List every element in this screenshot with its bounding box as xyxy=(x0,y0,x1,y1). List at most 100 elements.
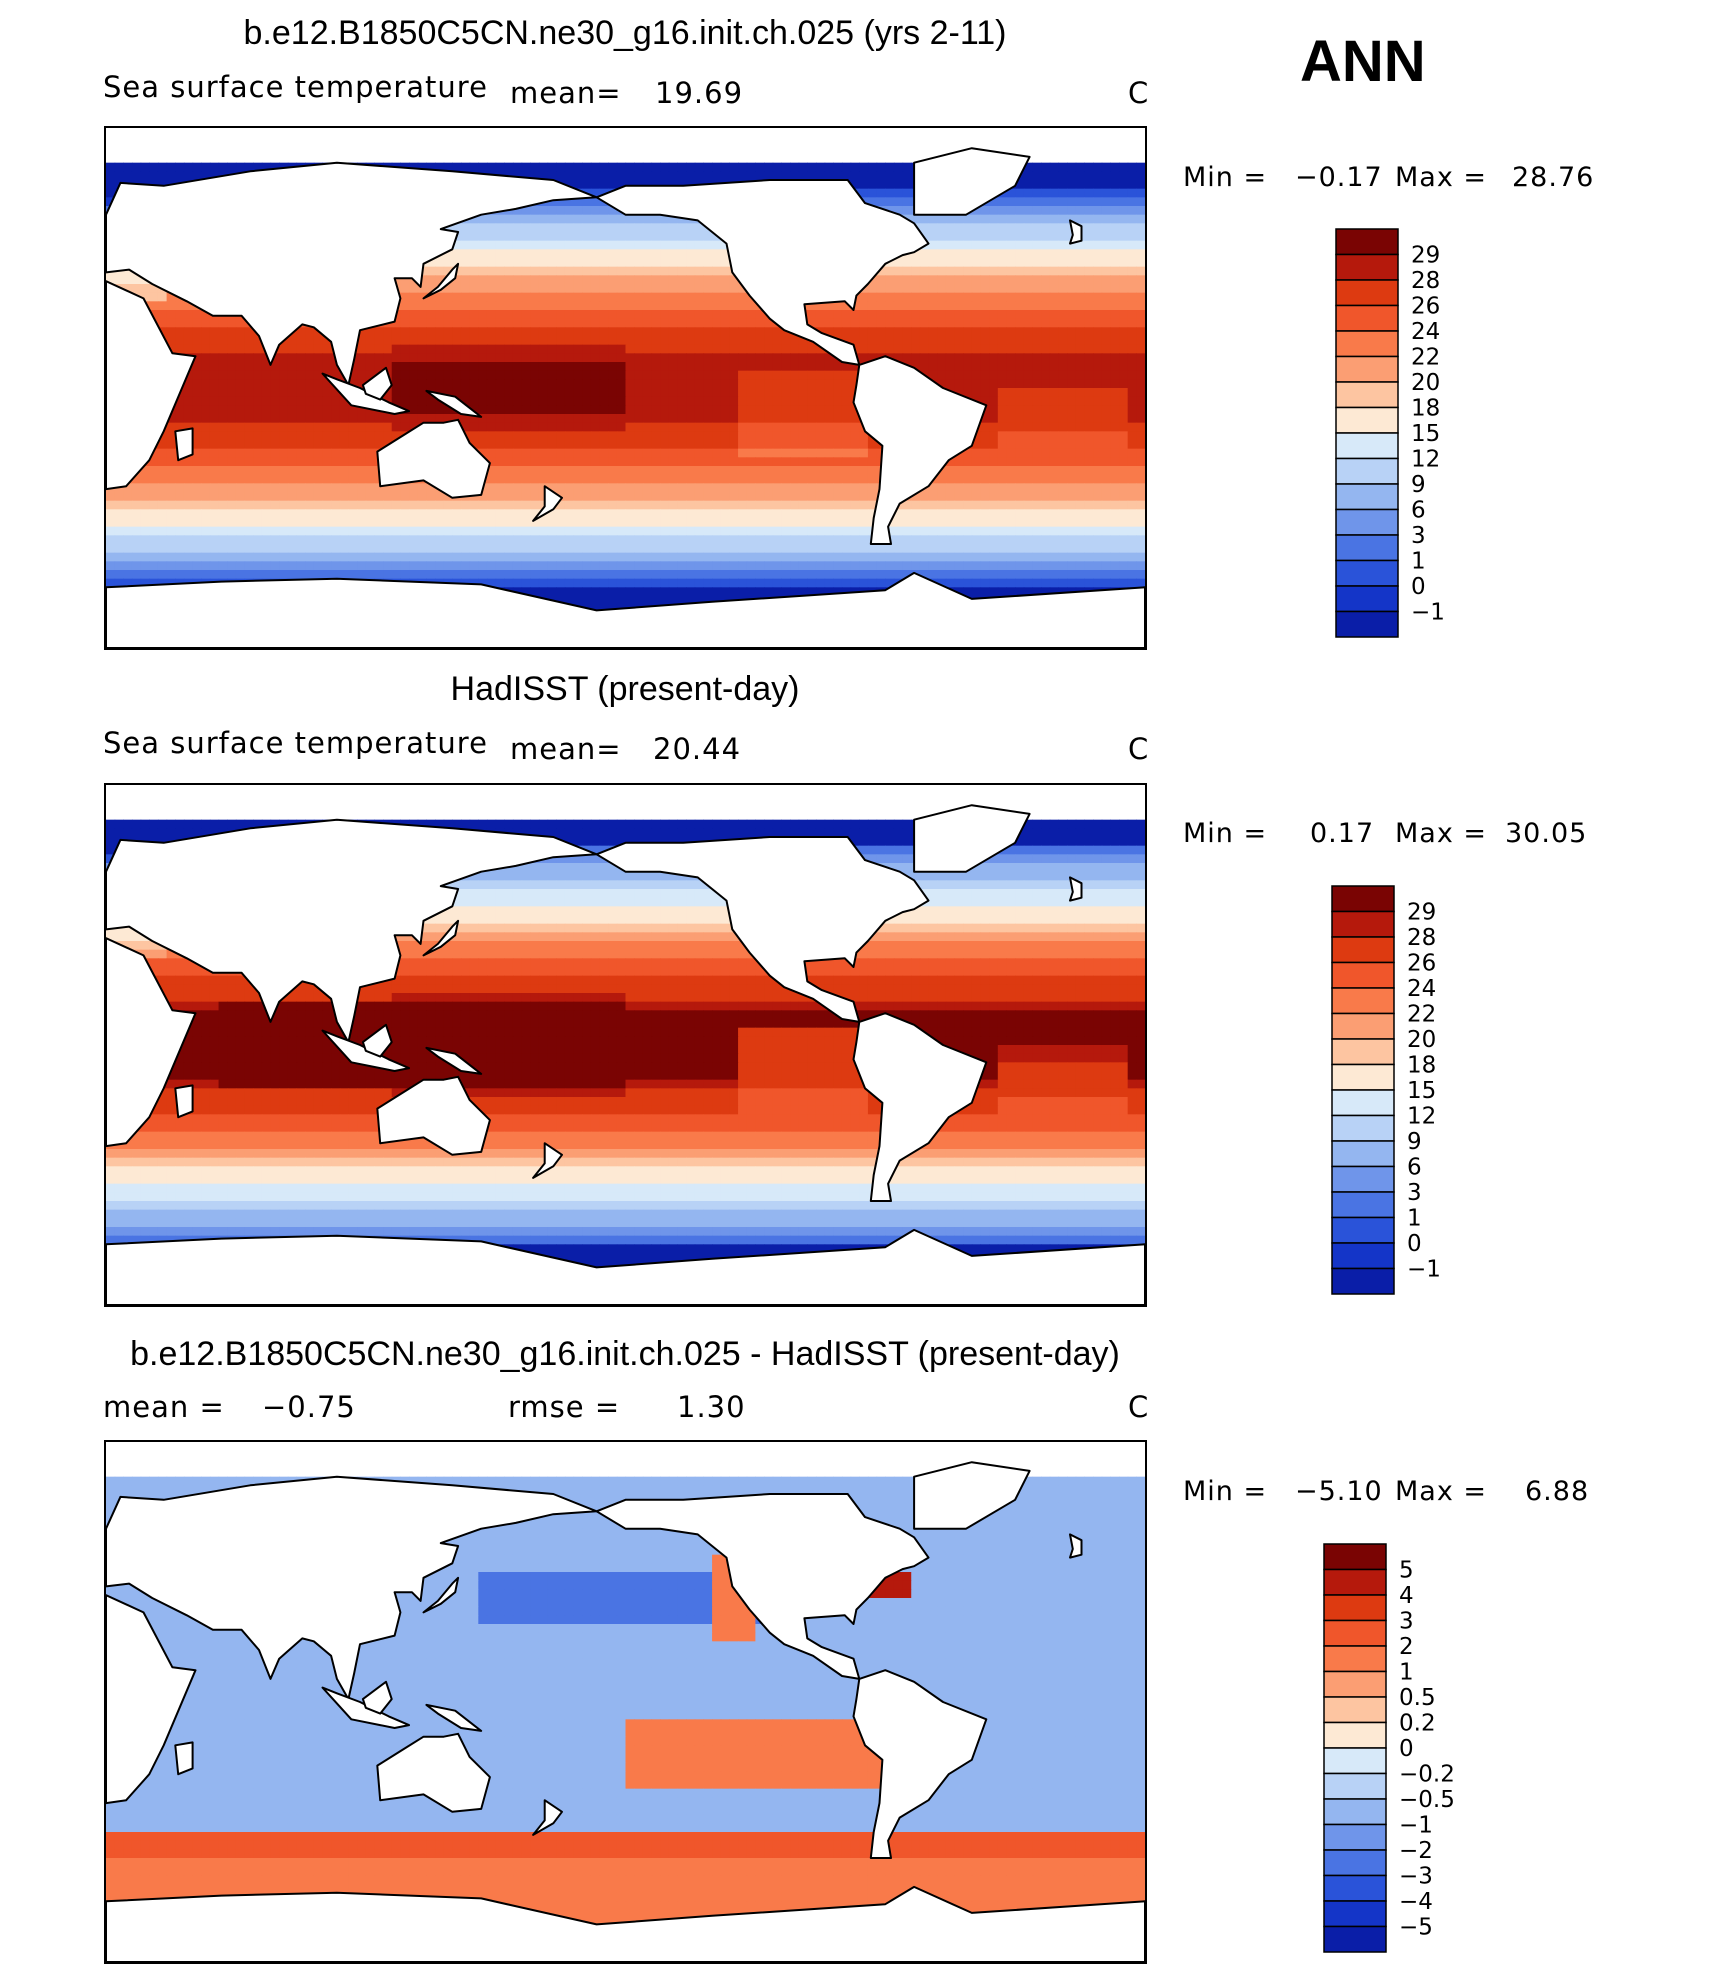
panel3-rmse-value: 1.30 xyxy=(677,1390,746,1424)
colorbar-box xyxy=(1323,1798,1387,1826)
colorbar-tick-label: 29 xyxy=(1407,900,1436,926)
colorbar-tick-label: 6 xyxy=(1407,1155,1422,1181)
colorbar-tick-label: 15 xyxy=(1411,421,1440,447)
panel3-max-value: 6.88 xyxy=(1525,1476,1589,1507)
landmass-africa xyxy=(106,937,197,1148)
colorbar-tick-label: 28 xyxy=(1411,268,1440,294)
colorbar-box xyxy=(1323,1849,1387,1877)
colorbar-tick-label: 0.2 xyxy=(1399,1711,1436,1737)
colorbar-box xyxy=(1323,1594,1387,1622)
colorbar-tick-label: 4 xyxy=(1399,1583,1414,1609)
colorbar-box xyxy=(1335,432,1399,460)
colorbar-tick-label: −0.2 xyxy=(1399,1762,1455,1788)
panel2-units: C xyxy=(1128,732,1149,766)
landmass-samerica xyxy=(852,355,988,545)
colorbar-box xyxy=(1331,1063,1395,1091)
colorbar-tick-label: −2 xyxy=(1399,1838,1433,1864)
landmass-namerica xyxy=(595,179,930,366)
panel2-min-value: 0.17 xyxy=(1310,818,1374,849)
colorbar-box xyxy=(1323,1721,1387,1749)
landmass-greenland xyxy=(913,1461,1031,1530)
panel1-min-label: Min = xyxy=(1183,162,1267,193)
colorbar-box xyxy=(1331,936,1395,964)
colorbar-box xyxy=(1323,1747,1387,1775)
landmass-madagascar xyxy=(174,1741,194,1776)
colorbar-box xyxy=(1323,1696,1387,1724)
landmass-borneo xyxy=(361,1680,393,1715)
landmass-borneo xyxy=(361,366,393,401)
colorbar-tick-label: 1 xyxy=(1411,549,1426,575)
landmass-australia xyxy=(376,418,491,499)
colorbar-box xyxy=(1331,1012,1395,1040)
landmass-newguinea xyxy=(425,1046,483,1075)
colorbar-tick-label: 15 xyxy=(1407,1078,1436,1104)
panel1-max-value: 28.76 xyxy=(1512,162,1594,193)
panel2-mean-value: 20.44 xyxy=(653,732,741,766)
panel1-max-label: Max = xyxy=(1395,162,1487,193)
panel2-min-label: Min = xyxy=(1183,818,1267,849)
colorbar-box xyxy=(1335,381,1399,409)
panel3-mean-label: mean = xyxy=(103,1390,225,1424)
colorbar-tick-label: 24 xyxy=(1407,976,1436,1002)
landmass-africa xyxy=(106,1594,197,1805)
colorbar-box xyxy=(1323,1645,1387,1673)
landmass-borneo xyxy=(361,1023,393,1058)
landmass-japan xyxy=(422,262,460,300)
colorbar-box xyxy=(1323,1823,1387,1851)
panel1-mean-value: 19.69 xyxy=(655,76,743,110)
colorbar-box xyxy=(1335,534,1399,562)
colorbar-box xyxy=(1331,1165,1395,1193)
colorbar-tick-label: −1 xyxy=(1407,1257,1441,1283)
landmass-namerica xyxy=(595,836,930,1023)
colorbar-box xyxy=(1331,961,1395,989)
panel2-map xyxy=(104,783,1147,1307)
landmass-uk xyxy=(1069,876,1083,902)
colorbar-tick-label: −0.5 xyxy=(1399,1787,1455,1813)
landmass-samerica xyxy=(852,1669,988,1859)
colorbar-tick-label: 26 xyxy=(1411,294,1440,320)
colorbar-box xyxy=(1331,1216,1395,1244)
colorbar-box xyxy=(1331,1191,1395,1219)
landmass-newguinea xyxy=(425,389,483,418)
panel3-title: b.e12.B1850C5CN.ne30_g16.init.ch.025 - H… xyxy=(105,1335,1145,1374)
panel2-max-label: Max = xyxy=(1395,818,1487,849)
colorbar-box xyxy=(1335,457,1399,485)
colorbar-box xyxy=(1331,1038,1395,1066)
panel3-rmse-label: rmse = xyxy=(508,1390,620,1424)
colorbar-box xyxy=(1331,1267,1395,1295)
colorbar-box xyxy=(1323,1619,1387,1647)
colorbar-box xyxy=(1335,330,1399,358)
panel2-mean-label: mean= xyxy=(510,732,622,766)
colorbar-tick-label: 0.5 xyxy=(1399,1685,1436,1711)
landmass-uk xyxy=(1069,1533,1083,1559)
landmass-newzealand xyxy=(532,485,563,522)
landmass-greenland xyxy=(913,804,1031,873)
panel1-min-value: −0.17 xyxy=(1295,162,1383,193)
colorbar-tick-label: 3 xyxy=(1411,523,1426,549)
colorbar-tick-label: 9 xyxy=(1411,472,1426,498)
landmass-eurasia xyxy=(106,1475,598,1701)
colorbar-box xyxy=(1331,987,1395,1015)
panel3-min-value: −5.10 xyxy=(1295,1476,1383,1507)
panel1-variable-label: Sea surface temperature xyxy=(103,70,488,104)
colorbar-box xyxy=(1323,1874,1387,1902)
panel1-map xyxy=(104,126,1147,650)
panel3-colorbar: 5 4 3 2 1 0.5 0.2 0 −0.2 −0.5 −1 −2 −3 −4 −5 xyxy=(1323,1543,1503,1955)
colorbar-tick-label: 20 xyxy=(1407,1027,1436,1053)
colorbar-tick-label: 22 xyxy=(1407,1002,1436,1028)
colorbar-tick-label: 2 xyxy=(1399,1634,1414,1660)
colorbar-box xyxy=(1335,508,1399,536)
colorbar-tick-label: 26 xyxy=(1407,951,1436,977)
panel1-colorbar: 29 28 26 24 22 20 18 15 12 9 6 3 1 0 −1 xyxy=(1335,228,1515,640)
colorbar-tick-label: 18 xyxy=(1411,396,1440,422)
colorbar-tick-label: 3 xyxy=(1399,1609,1414,1635)
colorbar-box xyxy=(1335,355,1399,383)
landmass-eurasia xyxy=(106,818,598,1044)
landmass-japan xyxy=(422,919,460,957)
ocean-field xyxy=(106,1476,1145,1962)
landmass-antarctica xyxy=(106,1228,1145,1305)
colorbar-box xyxy=(1335,406,1399,434)
colorbar-box xyxy=(1335,304,1399,332)
panel2-colorbar: 29 28 26 24 22 20 18 15 12 9 6 3 1 0 −1 xyxy=(1331,885,1511,1297)
landmass-antarctica xyxy=(106,571,1145,648)
